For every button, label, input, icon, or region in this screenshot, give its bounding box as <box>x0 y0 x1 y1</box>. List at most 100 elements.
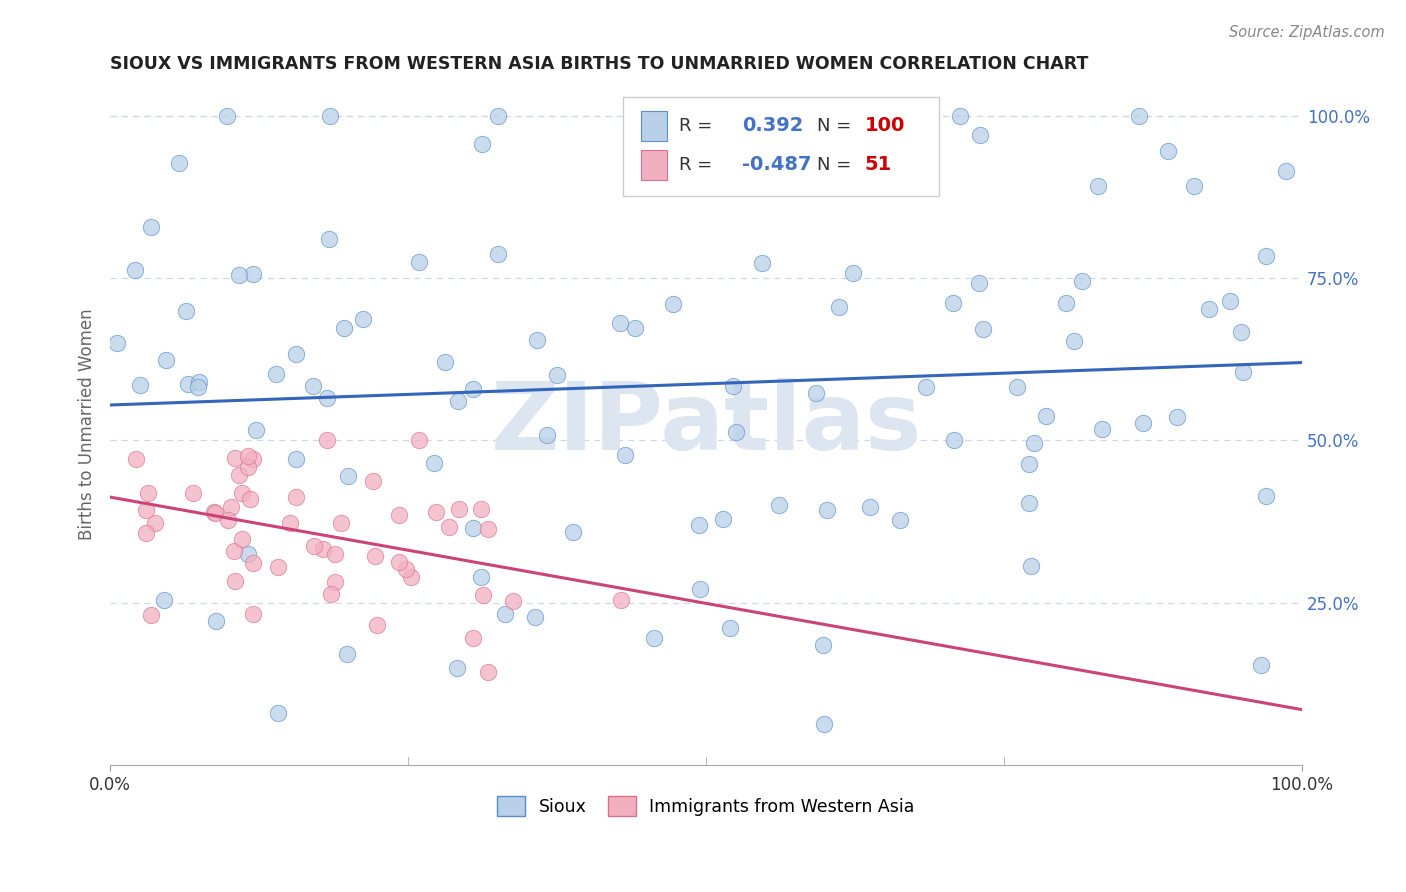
Point <box>242 451 264 466</box>
Point <box>337 469 360 483</box>
Point <box>224 543 246 558</box>
Point <box>408 255 430 269</box>
Point <box>614 448 637 462</box>
Point <box>724 425 747 439</box>
Point <box>366 618 388 632</box>
Point <box>609 316 631 330</box>
Point <box>463 632 485 646</box>
Point <box>242 607 264 622</box>
Point <box>1256 249 1278 263</box>
Point <box>187 380 209 394</box>
FancyBboxPatch shape <box>623 96 939 195</box>
Point <box>969 128 991 143</box>
Point <box>202 505 225 519</box>
Text: 0.392: 0.392 <box>742 117 803 136</box>
Point <box>546 368 568 383</box>
Point <box>388 555 411 569</box>
Point <box>388 508 411 522</box>
Point <box>228 468 250 483</box>
Point <box>332 321 354 335</box>
Point <box>302 378 325 392</box>
Point <box>823 108 845 122</box>
Point <box>318 232 340 246</box>
Point <box>135 503 157 517</box>
Point <box>267 706 290 721</box>
Point <box>239 492 262 507</box>
Legend: Sioux, Immigrants from Western Asia: Sioux, Immigrants from Western Asia <box>491 789 922 823</box>
Point <box>842 267 865 281</box>
Point <box>242 556 264 570</box>
Point <box>141 608 163 623</box>
Point <box>718 621 741 635</box>
Point <box>524 610 547 624</box>
Point <box>323 547 346 561</box>
Point <box>942 296 965 310</box>
Point <box>1156 144 1178 158</box>
Point <box>284 490 307 504</box>
Text: R =: R = <box>679 117 711 135</box>
Point <box>1198 302 1220 317</box>
Point <box>169 156 191 170</box>
Point <box>231 532 253 546</box>
Text: R =: R = <box>679 156 711 174</box>
Point <box>813 717 835 731</box>
Point <box>1091 422 1114 436</box>
Point <box>815 502 838 516</box>
Point <box>470 502 492 516</box>
Point <box>266 367 288 381</box>
Point <box>125 452 148 467</box>
Point <box>943 433 966 447</box>
Point <box>751 255 773 269</box>
Point <box>135 525 157 540</box>
Point <box>859 500 882 514</box>
Point <box>129 378 152 392</box>
Point <box>721 379 744 393</box>
Point <box>1132 416 1154 430</box>
Point <box>217 512 239 526</box>
Point <box>806 385 828 400</box>
Point <box>408 433 430 447</box>
Point <box>1230 325 1253 339</box>
Point <box>238 449 260 463</box>
Point <box>562 524 585 539</box>
Point <box>1018 495 1040 509</box>
Point <box>285 452 308 467</box>
Point <box>245 423 267 437</box>
Point <box>711 512 734 526</box>
Point <box>1250 658 1272 673</box>
Point <box>662 297 685 311</box>
Text: ZIPatlas: ZIPatlas <box>491 378 922 470</box>
Point <box>228 268 250 282</box>
Point <box>1035 409 1057 423</box>
Point <box>363 549 385 563</box>
Point <box>1254 489 1277 503</box>
Point <box>319 108 342 122</box>
Point <box>302 539 325 553</box>
Point <box>643 632 665 646</box>
Point <box>224 451 246 466</box>
Point <box>422 456 444 470</box>
Point <box>124 263 146 277</box>
Point <box>486 109 509 123</box>
Point <box>153 593 176 607</box>
Point <box>1054 296 1077 310</box>
Point <box>242 267 264 281</box>
Text: 100: 100 <box>865 117 905 136</box>
Point <box>266 560 288 574</box>
Text: Source: ZipAtlas.com: Source: ZipAtlas.com <box>1229 25 1385 40</box>
Point <box>285 347 308 361</box>
Point <box>105 336 128 351</box>
Point <box>889 513 911 527</box>
Point <box>1128 108 1150 122</box>
Point <box>1232 365 1254 379</box>
Point <box>486 247 509 261</box>
Point <box>1018 458 1040 472</box>
Point <box>623 321 645 335</box>
Point <box>609 592 631 607</box>
Point <box>215 108 238 122</box>
Point <box>526 333 548 347</box>
Point <box>361 475 384 489</box>
Point <box>536 428 558 442</box>
Point <box>141 219 163 234</box>
Point <box>1087 178 1109 193</box>
